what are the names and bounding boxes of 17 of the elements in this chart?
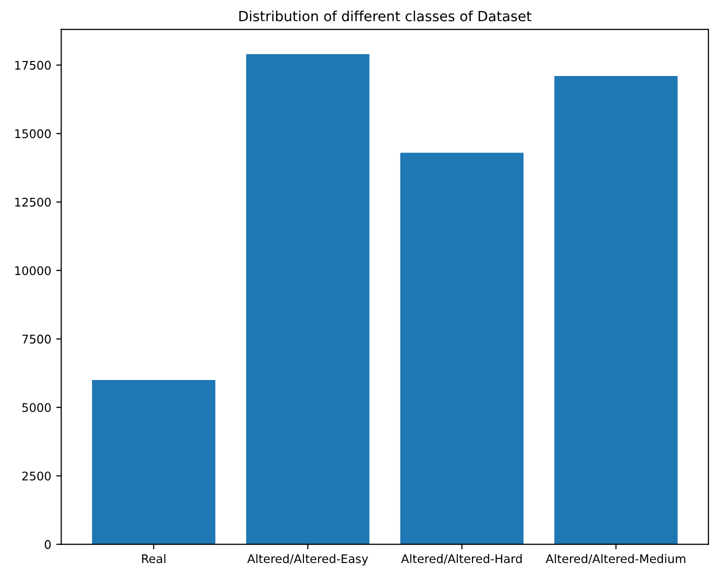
x-tick-label: Altered/Altered-Easy (247, 554, 368, 566)
y-tick-label: 12500 (15, 198, 51, 207)
y-tick-label: 2500 (22, 472, 51, 481)
y-tick-label: 7500 (22, 334, 51, 344)
bar (246, 54, 370, 544)
bar (400, 152, 524, 544)
y-tick-label: 15000 (15, 129, 51, 138)
bar (92, 380, 216, 544)
x-tick-label: Altered/Altered-Medium (546, 554, 686, 564)
y-tick-label: 5000 (22, 403, 51, 412)
bar (554, 76, 678, 544)
y-tick-label: 0 (44, 540, 51, 549)
x-tick-label: Real (142, 554, 166, 564)
y-tick-label: 17500 (15, 60, 51, 70)
y-tick-label: 10000 (15, 266, 51, 276)
x-tick-label: Altered/Altered-Hard (401, 554, 522, 564)
chart-title: Distribution of different classes of Dataset (239, 10, 532, 22)
